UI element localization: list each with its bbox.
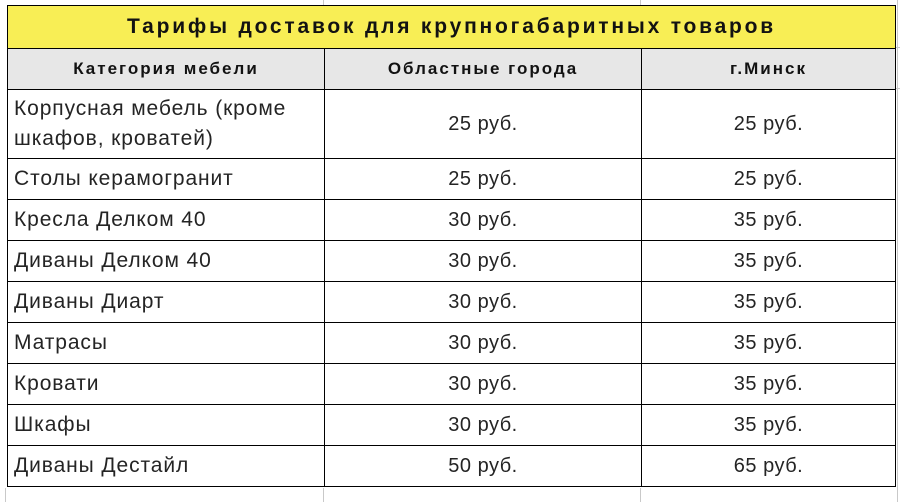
- category-cell: Матрасы: [7, 322, 325, 364]
- price-minsk-cell: 25 руб.: [641, 158, 896, 200]
- table-title: Тарифы доставок для крупногабаритных тов…: [7, 5, 896, 49]
- gridline: [897, 0, 898, 502]
- price-minsk-cell: 35 руб.: [641, 199, 896, 241]
- price-regional-cell: 50 руб.: [324, 445, 642, 487]
- table-title-row: Тарифы доставок для крупногабаритных тов…: [7, 5, 896, 49]
- price-regional-cell: 30 руб.: [324, 404, 642, 446]
- price-regional-cell: 30 руб.: [324, 199, 642, 241]
- category-cell: Кровати: [7, 363, 325, 405]
- price-regional-cell: 30 руб.: [324, 281, 642, 323]
- category-cell: Диваны Диарт: [7, 281, 325, 323]
- table-row: Корпусная мебель (кроме шкафов, кроватей…: [7, 89, 896, 159]
- price-regional-cell: 25 руб.: [324, 89, 642, 159]
- category-cell: Корпусная мебель (кроме шкафов, кроватей…: [7, 89, 325, 159]
- price-minsk-cell: 25 руб.: [641, 89, 896, 159]
- table-row: Шкафы 30 руб. 35 руб.: [7, 404, 896, 446]
- column-header-minsk: г.Минск: [641, 48, 896, 90]
- price-regional-cell: 25 руб.: [324, 158, 642, 200]
- table-row: Столы керамогранит 25 руб. 25 руб.: [7, 158, 896, 200]
- column-header-category: Категория мебели: [7, 48, 325, 90]
- gridline: [895, 88, 900, 89]
- category-cell: Диваны Дестайл: [7, 445, 325, 487]
- price-regional-cell: 30 руб.: [324, 363, 642, 405]
- category-cell: Шкафы: [7, 404, 325, 446]
- gridline: [640, 0, 641, 5]
- tariff-table: Тарифы доставок для крупногабаритных тов…: [7, 5, 896, 487]
- category-cell: Диваны Делком 40: [7, 240, 325, 282]
- gridline: [895, 47, 900, 48]
- table-row: Диваны Дестайл 50 руб. 65 руб.: [7, 445, 896, 487]
- category-cell: Кресла Делком 40: [7, 199, 325, 241]
- price-minsk-cell: 35 руб.: [641, 281, 896, 323]
- price-regional-cell: 30 руб.: [324, 240, 642, 282]
- price-minsk-cell: 35 руб.: [641, 240, 896, 282]
- price-regional-cell: 30 руб.: [324, 322, 642, 364]
- column-header-regional-cities: Областные города: [324, 48, 642, 90]
- table-row: Матрасы 30 руб. 35 руб.: [7, 322, 896, 364]
- gridline: [640, 488, 641, 502]
- price-minsk-cell: 35 руб.: [641, 322, 896, 364]
- table-row: Кресла Делком 40 30 руб. 35 руб.: [7, 199, 896, 241]
- gridline: [323, 488, 324, 502]
- table-header-row: Категория мебели Областные города г.Минс…: [7, 48, 896, 90]
- table-row: Кровати 30 руб. 35 руб.: [7, 363, 896, 405]
- gridline: [5, 488, 6, 502]
- category-cell: Столы керамогранит: [7, 158, 325, 200]
- price-minsk-cell: 35 руб.: [641, 363, 896, 405]
- table-row: Диваны Диарт 30 руб. 35 руб.: [7, 281, 896, 323]
- price-minsk-cell: 35 руб.: [641, 404, 896, 446]
- gridline: [323, 0, 324, 5]
- table-row: Диваны Делком 40 30 руб. 35 руб.: [7, 240, 896, 282]
- price-minsk-cell: 65 руб.: [641, 445, 896, 487]
